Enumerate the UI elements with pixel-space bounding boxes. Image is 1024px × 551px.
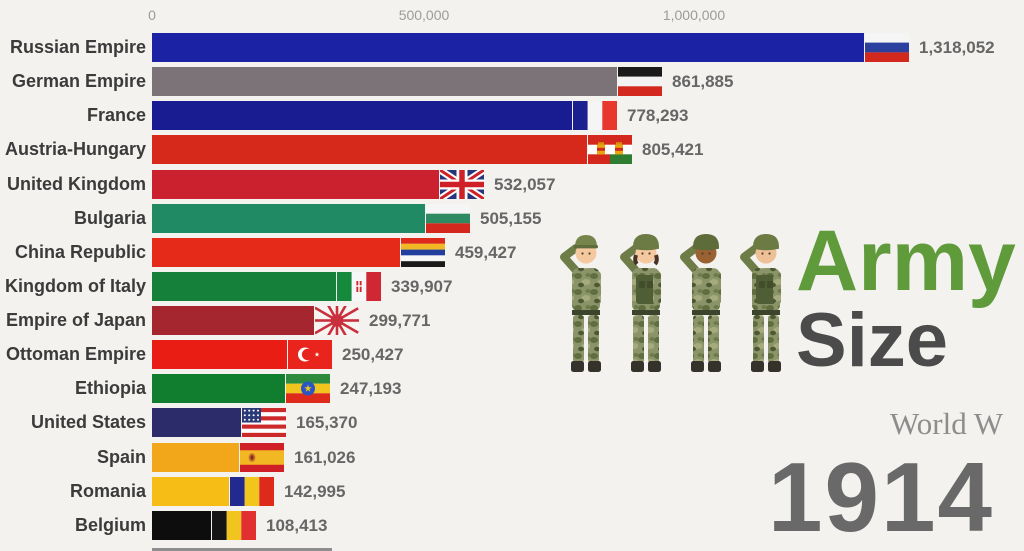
bar — [152, 340, 287, 370]
romania-flag-icon — [230, 476, 274, 506]
value-label: 250,427 — [342, 345, 404, 365]
value-label: 805,421 — [642, 140, 704, 160]
value-label: 532,057 — [494, 174, 556, 194]
country-label: Kingdom of Italy — [5, 275, 146, 296]
bar — [152, 101, 572, 131]
bar — [152, 476, 229, 506]
x-tick-0: 0 — [148, 7, 156, 23]
bar — [152, 408, 241, 438]
chart-row: Empire of Japan 299,771 — [0, 306, 1024, 336]
title-word-army: Army — [796, 213, 1016, 309]
bar — [152, 237, 400, 267]
partial-next-bar — [152, 548, 332, 551]
bar — [152, 510, 211, 540]
value-label: 161,026 — [294, 447, 356, 467]
country-label: Russian Empire — [9, 37, 146, 57]
bar — [152, 203, 425, 233]
value-label: 108,413 — [266, 515, 328, 535]
value-label: 299,771 — [369, 311, 431, 331]
chart-row: United States 165,370 — [0, 408, 1024, 438]
chart-row: China Republic 459,427 — [0, 237, 1024, 267]
value-label: 339,907 — [391, 276, 453, 296]
russian-empire-flag-icon — [865, 33, 909, 62]
country-label: Spain — [96, 446, 146, 467]
country-label: Bulgaria — [73, 207, 146, 228]
bar — [152, 135, 587, 165]
france-flag-icon — [573, 101, 617, 131]
value-label: 861,885 — [672, 72, 734, 92]
year-label: 1914 — [768, 442, 995, 551]
value-label: 247,193 — [340, 379, 402, 399]
chart-row: Belgium 108,413 — [0, 510, 1024, 540]
bar — [152, 33, 864, 62]
austria-hungary-flag-icon — [588, 135, 632, 165]
country-label: Ottoman Empire — [5, 344, 146, 365]
country-label: France — [86, 105, 146, 126]
country-label: Belgium — [74, 514, 146, 535]
country-label: Romania — [69, 480, 146, 501]
country-label: United Kingdom — [7, 173, 146, 194]
x-tick-1000000: 1,000,000 — [662, 7, 726, 23]
ethiopia-flag-icon — [286, 374, 330, 404]
chart-row: Russian Empire 1,318,052 — [0, 33, 1024, 62]
bar — [152, 169, 439, 199]
chart-row: German Empire 861,885 — [0, 67, 1024, 97]
country-label: German Empire — [11, 71, 146, 92]
bar — [152, 67, 617, 97]
ottoman-empire-flag-icon — [288, 340, 332, 370]
chart-row: Ottoman Empire 250,427 — [0, 340, 1024, 370]
bar — [152, 442, 239, 472]
bulgaria-flag-icon — [426, 203, 470, 233]
value-label: 142,995 — [284, 481, 346, 501]
chart-row: France 778,293 — [0, 101, 1024, 131]
chart-row: United Kingdom 532,057 — [0, 169, 1024, 199]
x-tick-500000: 500,000 — [398, 7, 450, 23]
subtitle-world-war: World W — [890, 406, 1004, 441]
united-kingdom-flag-icon — [440, 169, 484, 199]
united-states-flag-icon — [242, 408, 286, 438]
german-empire-flag-icon — [618, 67, 662, 97]
value-label: 1,318,052 — [919, 38, 995, 57]
value-label: 165,370 — [296, 413, 358, 433]
chart-row: Spain 161,026 — [0, 442, 1024, 472]
country-label: Empire of Japan — [5, 310, 146, 331]
title-word-size: Size — [796, 298, 949, 383]
value-label: 459,427 — [455, 242, 517, 262]
bar — [152, 306, 314, 336]
value-label: 778,293 — [627, 106, 689, 126]
country-label: Austria-Hungary — [4, 139, 146, 160]
value-label: 505,155 — [480, 208, 542, 228]
country-label: United States — [30, 412, 146, 433]
chart-row: Austria-Hungary 805,421 — [0, 135, 1024, 165]
china-republic-flag-icon — [401, 237, 445, 267]
bar — [152, 374, 285, 404]
country-label: Ethiopia — [75, 378, 146, 399]
chart-row: Romania 142,995 — [0, 476, 1024, 506]
spain-flag-icon — [240, 442, 284, 472]
chart-row: Ethiopia 247,193 — [0, 374, 1024, 404]
belgium-flag-icon — [212, 510, 256, 540]
chart-row: Kingdom of Italy 339,907 — [0, 271, 1024, 301]
empire-of-japan-flag-icon — [315, 306, 359, 336]
bar — [152, 271, 336, 301]
chart-row: Bulgaria 505,155 — [0, 203, 1024, 233]
kingdom-of-italy-flag-icon — [337, 271, 381, 301]
country-label: China Republic — [14, 241, 146, 262]
soldiers-illustration — [558, 224, 794, 387]
